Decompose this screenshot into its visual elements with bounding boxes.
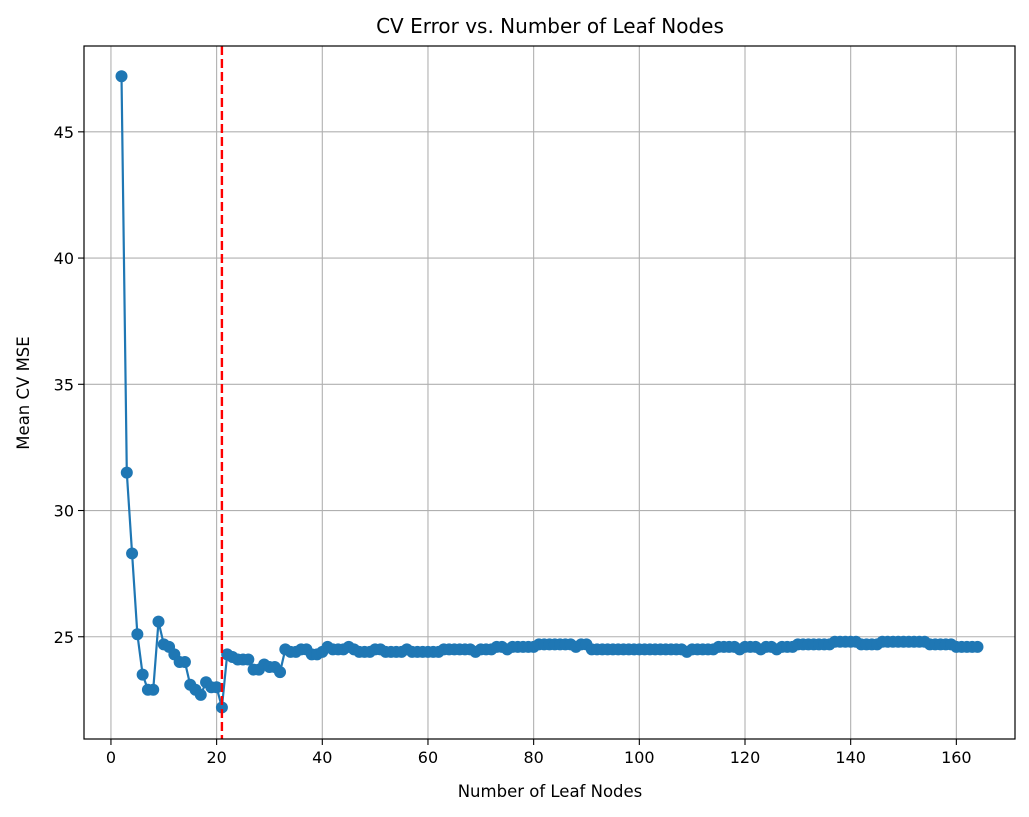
y-tick-label: 40 <box>54 249 74 268</box>
x-tick-label: 120 <box>730 748 761 767</box>
grid <box>84 46 1015 739</box>
data-point <box>274 666 287 679</box>
series <box>115 70 984 714</box>
data-point <box>115 70 128 83</box>
x-tick-label: 160 <box>941 748 972 767</box>
data-point <box>215 701 228 714</box>
x-axis-label: Number of Leaf Nodes <box>458 782 643 801</box>
x-tick-label: 0 <box>106 748 116 767</box>
x-tick-label: 100 <box>624 748 655 767</box>
y-tick-label: 25 <box>54 628 74 647</box>
data-point <box>147 683 160 696</box>
data-point <box>120 466 133 479</box>
x-tick-label: 40 <box>312 748 332 767</box>
data-point <box>194 688 207 701</box>
y-tick-label: 35 <box>54 375 74 394</box>
y-axis-label: Mean CV MSE <box>14 336 33 449</box>
data-point <box>178 656 191 668</box>
data-point <box>126 547 139 560</box>
x-tick-label: 140 <box>835 748 866 767</box>
chart-title: CV Error vs. Number of Leaf Nodes <box>376 14 724 38</box>
data-point <box>971 640 984 653</box>
data-point <box>136 668 149 681</box>
data-point <box>152 615 165 628</box>
y-tick-label: 45 <box>54 123 74 142</box>
plot-frame <box>83 45 1016 740</box>
x-tick-label: 80 <box>523 748 543 767</box>
data-point <box>210 681 223 694</box>
y-tick-label: 30 <box>54 502 74 521</box>
x-tick-label: 60 <box>418 748 438 767</box>
ticks: 0 20 40 60 80 100 120 140 160 25 30 35 40 45 <box>54 123 972 767</box>
x-tick-label: 20 <box>206 748 226 767</box>
data-point <box>131 628 144 641</box>
data-point <box>242 653 255 666</box>
